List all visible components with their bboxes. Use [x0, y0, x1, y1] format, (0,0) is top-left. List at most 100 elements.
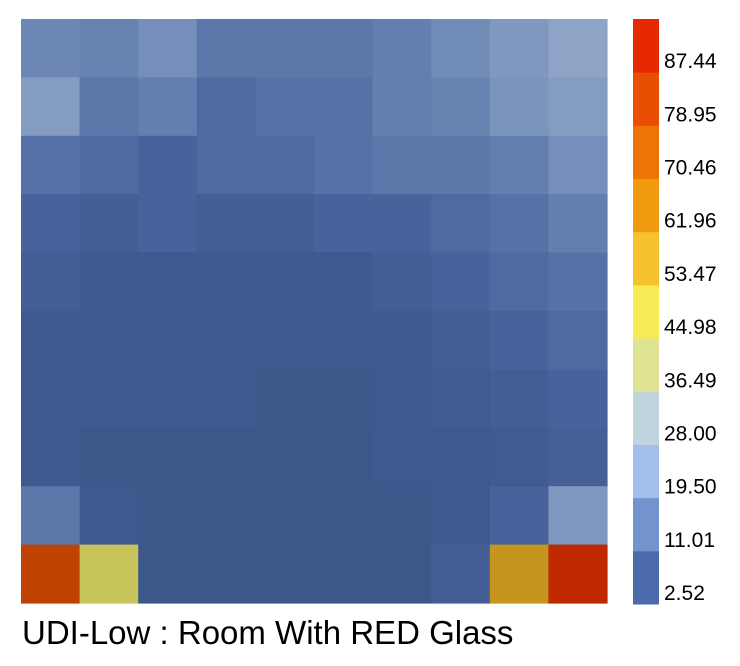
heatmap-cell-r3-c6	[314, 135, 374, 195]
heatmap-cell-r9-c10	[548, 486, 608, 546]
heatmap-cell-r9-c8	[431, 486, 491, 546]
colorbar-tick-label: 78.95	[664, 103, 717, 126]
heatmap-cell-r5-c6	[314, 252, 374, 312]
heatmap-cell-r4-c6	[314, 194, 374, 254]
heatmap-cell-r3-c2	[79, 135, 139, 195]
heatmap-cell-r6-c2	[79, 311, 139, 370]
heatmap-cell-r8-c1	[21, 427, 81, 487]
heatmap-cell-r7-c9	[489, 369, 549, 429]
colorbar-bin-3	[633, 444, 659, 499]
heatmap-cell-r9-c3	[138, 486, 198, 546]
heatmap-cell-r5-c2	[79, 252, 139, 312]
colorbar-tick-label: 53.47	[664, 263, 717, 286]
heatmap-cell-r3-c4	[196, 135, 256, 195]
heatmap-cell-r2-c9	[489, 77, 549, 137]
heatmap-cell-r3-c7	[372, 135, 432, 195]
heatmap-cell-r9-c5	[255, 486, 315, 546]
colorbar-bin-10	[633, 72, 659, 126]
heatmap-cell-r9-c7	[372, 486, 432, 546]
heatmap-cell-r2-c5	[255, 77, 315, 137]
heatmap-cell-r7-c5	[255, 369, 315, 429]
heatmap-cell-r9-c2	[79, 486, 139, 546]
heatmap-cell-r9-c6	[314, 486, 374, 546]
heatmap-cell-r10-c8	[431, 544, 491, 604]
colorbar-bin-11	[633, 19, 659, 73]
heatmap-cell-r6-c8	[431, 311, 491, 370]
colorbar-tick-label: 28.00	[664, 422, 717, 445]
heatmap-cell-r5-c5	[255, 252, 315, 312]
heatmap-cell-r8-c2	[79, 427, 139, 487]
heatmap-cell-r8-c5	[255, 427, 315, 487]
colorbar-tick-label: 44.98	[664, 316, 717, 339]
heatmap-cell-r6-c10	[548, 311, 608, 370]
heatmap-cell-r2-c6	[314, 77, 374, 137]
heatmap-cell-r4-c2	[79, 194, 139, 254]
heatmap-cells	[21, 19, 608, 604]
heatmap-cell-r2-c3	[138, 77, 198, 137]
chart-title: UDI-Low : Room With RED Glass	[22, 614, 514, 651]
heatmap-cell-r5-c10	[548, 252, 608, 312]
colorbar-tick-label: 11.01	[664, 529, 715, 552]
heatmap-cell-r2-c4	[196, 77, 256, 137]
heatmap-cell-r10-c3	[138, 544, 198, 604]
heatmap-cell-r5-c9	[489, 252, 549, 312]
heatmap-cell-r1-c10	[548, 19, 608, 78]
heatmap-cell-r5-c7	[372, 252, 432, 312]
heatmap-cell-r8-c3	[138, 427, 198, 487]
heatmap-cell-r6-c5	[255, 311, 315, 370]
heatmap-cell-r10-c10	[548, 544, 608, 604]
colorbar-bin-8	[633, 178, 659, 233]
heatmap-cell-r4-c4	[196, 194, 256, 254]
heatmap-cell-r1-c3	[138, 19, 198, 78]
heatmap-cell-r5-c3	[138, 252, 198, 312]
heatmap-cell-r6-c3	[138, 311, 198, 370]
heatmap-cell-r5-c1	[21, 252, 81, 312]
heatmap-cell-r2-c1	[21, 77, 81, 137]
heatmap-cell-r5-c4	[196, 252, 256, 312]
heatmap-cell-r4-c1	[21, 194, 81, 254]
colorbar-tick-label: 19.50	[664, 476, 717, 499]
heatmap-cell-r2-c8	[431, 77, 491, 137]
heatmap-cell-r1-c6	[314, 19, 374, 78]
heatmap-cell-r10-c9	[489, 544, 549, 604]
heatmap-cell-r10-c1	[21, 544, 81, 604]
colorbar-tick-label: 36.49	[664, 369, 717, 392]
heatmap-cell-r1-c5	[255, 19, 315, 78]
heatmap-cell-r7-c8	[431, 369, 491, 429]
colorbar-bin-1	[633, 550, 659, 605]
heatmap-cell-r3-c1	[21, 135, 81, 195]
heatmap-cell-r10-c7	[372, 544, 432, 604]
colorbar-bin-2	[633, 497, 659, 552]
colorbar-tick-label: 61.96	[664, 210, 717, 233]
colorbar-bin-5	[633, 338, 659, 392]
heatmap-cell-r6-c4	[196, 311, 256, 370]
heatmap-cell-r6-c9	[489, 311, 549, 370]
heatmap-cell-r10-c4	[196, 544, 256, 604]
heatmap-cell-r4-c5	[255, 194, 315, 254]
colorbar-tick-labels: 87.44 78.95 70.46 61.96 53.47 44.98 36.49 28.00…	[664, 50, 717, 605]
colorbar-tick-label: 87.44	[664, 50, 717, 73]
colorbar-tick-label: 2.52	[664, 582, 705, 605]
heatmap-cell-r7-c6	[314, 369, 374, 429]
colorbar-bin-9	[633, 125, 659, 180]
heatmap-cell-r5-c8	[431, 252, 491, 312]
heatmap-cell-r7-c10	[548, 369, 608, 429]
heatmap-cell-r7-c3	[138, 369, 198, 429]
heatmap-cell-r9-c1	[21, 486, 81, 546]
colorbar-tick-label: 70.46	[664, 157, 717, 180]
heatmap-cell-r1-c4	[196, 19, 256, 78]
heatmap-cell-r1-c8	[431, 19, 491, 78]
heatmap-cell-r6-c6	[314, 311, 374, 370]
heatmap-cell-r8-c8	[431, 427, 491, 487]
heatmap-cell-r4-c7	[372, 194, 432, 254]
heatmap-cell-r4-c8	[431, 194, 491, 254]
heatmap-cell-r4-c10	[548, 194, 608, 254]
heatmap-cell-r3-c8	[431, 135, 491, 195]
heatmap-cell-r8-c9	[489, 427, 549, 487]
heatmap-cell-r1-c2	[79, 19, 139, 78]
heatmap-cell-r7-c1	[21, 369, 81, 429]
colorbar-bin-4	[633, 391, 659, 445]
heatmap-cell-r3-c5	[255, 135, 315, 195]
heatmap-cell-r8-c7	[372, 427, 432, 487]
heatmap-cell-r8-c6	[314, 427, 374, 487]
